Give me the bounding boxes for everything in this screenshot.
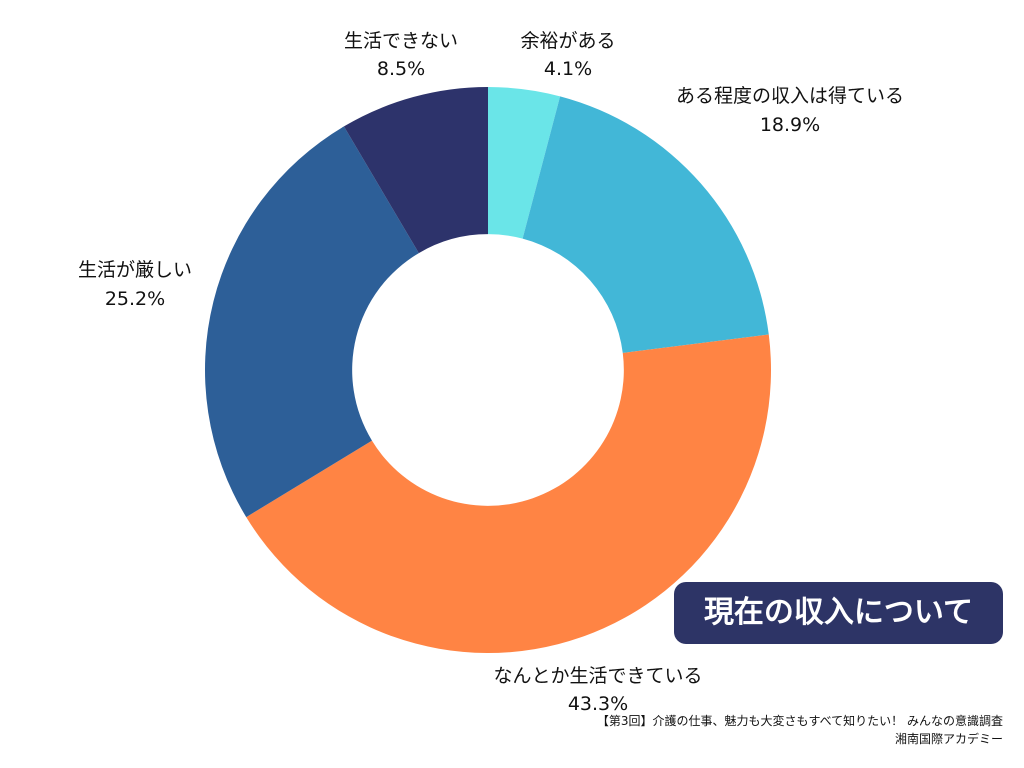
- source-organization: 湘南国際アカデミー: [894, 732, 1003, 746]
- slice-label-1: 余裕がある: [520, 30, 615, 52]
- slice-label-5: 生活できない: [344, 30, 458, 52]
- source-note: 【第3回】介護の仕事、魅力も大変さもすべて知りたい！ みんなの意識調査 湘南国際…: [597, 712, 1003, 748]
- chart-title-badge: 現在の収入について: [674, 582, 1003, 644]
- slice-label-2: ある程度の収入は得ている: [676, 85, 904, 107]
- slice-3: [246, 334, 771, 653]
- slice-value-4: 25.2%: [105, 288, 165, 310]
- slice-value-5: 8.5%: [377, 58, 425, 80]
- slice-5: [343, 87, 488, 254]
- slice-4: [204, 126, 419, 518]
- slice-value-1: 4.1%: [544, 58, 592, 80]
- slice-1: [488, 87, 561, 239]
- slice-value-3: 43.3%: [568, 693, 628, 715]
- slice-value-2: 18.9%: [760, 114, 820, 136]
- slice-labels: 余裕がある 4.1% ある程度の収入は得ている 18.9% なんとか生活できている 43.…: [78, 30, 904, 715]
- slice-label-4: 生活が厳しい: [78, 259, 192, 281]
- source-survey-title: 【第3回】介護の仕事、魅力も大変さもすべて知りたい！ みんなの意識調査: [596, 714, 1003, 728]
- donut-slices: [204, 87, 771, 653]
- slice-2: [522, 96, 769, 353]
- slice-label-3: なんとか生活できている: [493, 665, 702, 687]
